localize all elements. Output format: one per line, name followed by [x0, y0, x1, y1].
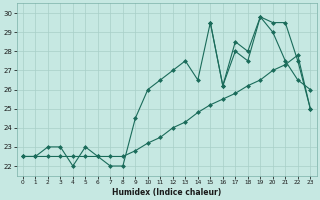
X-axis label: Humidex (Indice chaleur): Humidex (Indice chaleur)	[112, 188, 221, 197]
